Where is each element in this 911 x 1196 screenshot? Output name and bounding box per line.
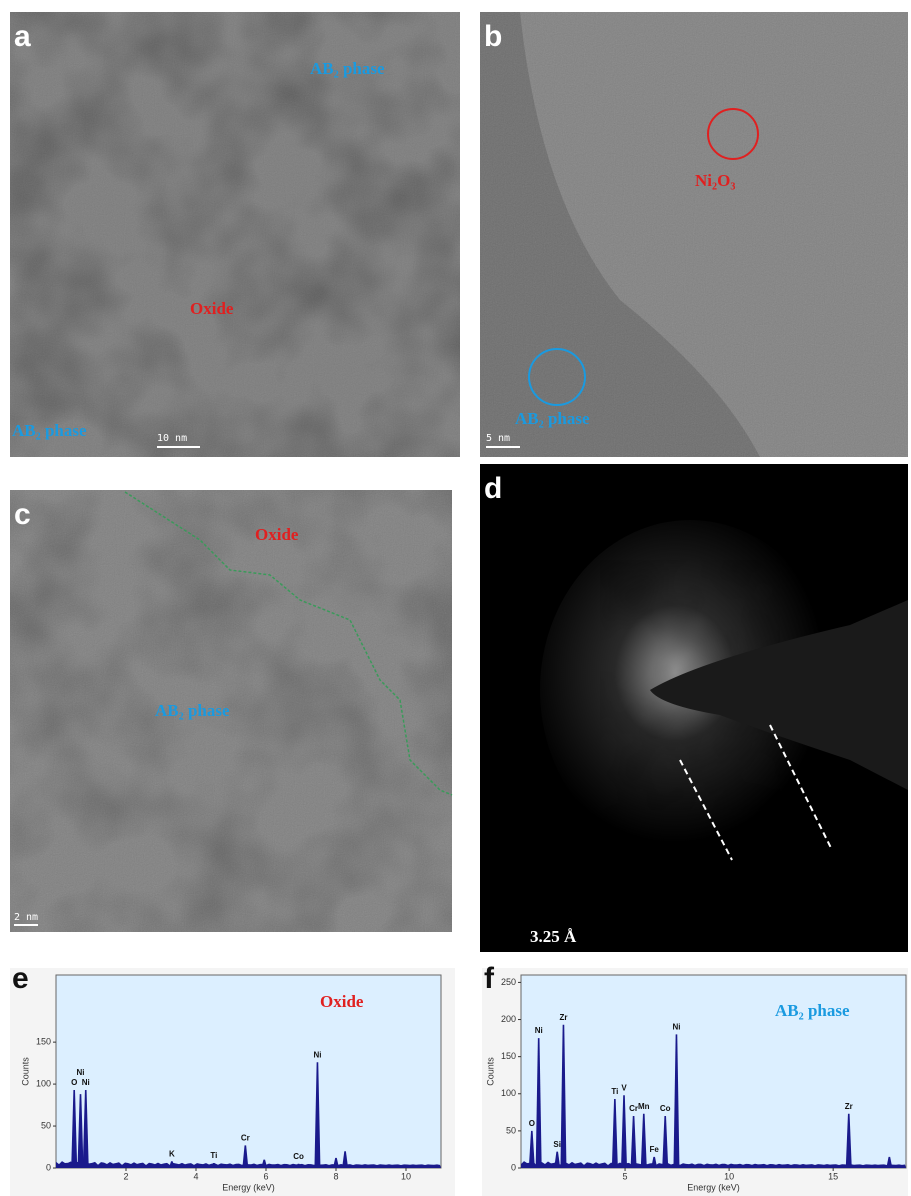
peak-label: V [621, 1083, 627, 1092]
peak-label: Ni [313, 1050, 321, 1059]
peak-label: Zr [559, 1013, 567, 1022]
x-axis-label: Energy (keV) [222, 1182, 275, 1192]
y-tick-label: 150 [36, 1037, 51, 1047]
scale-bar-label: 10 nm [157, 433, 187, 444]
figure: a AB₂ phase Oxide AB₂ phase 10 nm b Ni₂O₃ AB₂ p… [0, 0, 911, 1196]
y-axis-label: Counts [20, 1057, 30, 1086]
image-label: Oxide [255, 525, 299, 544]
panel-letter: b [484, 20, 502, 53]
y-tick-label: 200 [501, 1014, 516, 1024]
peak-label: Zr [845, 1102, 853, 1111]
y-tick-label: 100 [36, 1078, 51, 1088]
peak-label: Cr [241, 1133, 250, 1142]
spectrum-title: Oxide [320, 992, 364, 1011]
peak-label: Co [660, 1104, 671, 1113]
x-tick-label: 5 [623, 1171, 628, 1181]
x-tick-label: 4 [193, 1171, 198, 1181]
y-tick-label: 150 [501, 1051, 516, 1061]
y-tick-label: 100 [501, 1088, 516, 1098]
y-tick-label: 250 [501, 977, 516, 987]
x-tick-label: 15 [828, 1171, 838, 1181]
image-label: Ni₂O₃ [695, 171, 735, 190]
y-axis-label: Counts [485, 1057, 495, 1086]
y-tick-label: 50 [506, 1125, 516, 1135]
spectrum-letter: f [484, 962, 495, 995]
peak-label: Ti [210, 1151, 217, 1160]
peak-label: Fe [650, 1145, 660, 1154]
peak-label: O [529, 1119, 535, 1128]
panel-letter: c [14, 498, 31, 531]
peak-label: Si [553, 1140, 561, 1149]
tem-a [10, 12, 460, 457]
panel-letter: d [484, 472, 502, 505]
x-tick-label: 10 [724, 1171, 734, 1181]
tem-b [480, 12, 908, 457]
spectrum-letter: e [12, 962, 29, 995]
image-label: AB₂ phase [155, 701, 230, 720]
y-tick-label: 50 [41, 1120, 51, 1130]
peak-label: Ni [535, 1026, 543, 1035]
peak-label: Co [293, 1152, 304, 1161]
tem-c [10, 490, 452, 932]
y-tick-label: 0 [46, 1162, 51, 1172]
peak-label: Ni [82, 1078, 90, 1087]
scale-bar-label: 5 nm [486, 433, 510, 444]
panel-letter: a [14, 20, 31, 53]
x-tick-label: 10 [401, 1171, 411, 1181]
x-tick-label: 2 [123, 1171, 128, 1181]
spectrum-title: AB₂ phase [775, 1001, 850, 1020]
y-tick-label: 0 [511, 1162, 516, 1172]
image-label: AB₂ phase [12, 421, 87, 440]
diffraction-d [480, 464, 908, 952]
peak-label: K [169, 1149, 175, 1158]
x-tick-label: 6 [263, 1171, 268, 1181]
peak-label: Ti [611, 1087, 618, 1096]
peak-label: Ni [77, 1068, 85, 1077]
peak-label: Ni [672, 1022, 680, 1031]
image-label: 3.25 Å [530, 927, 577, 946]
image-label: AB₂ phase [310, 59, 385, 78]
x-tick-label: 8 [333, 1171, 338, 1181]
scale-bar-label: 2 nm [14, 912, 38, 923]
x-axis-label: Energy (keV) [687, 1182, 740, 1192]
image-label: Oxide [190, 299, 234, 318]
peak-label: Cr [629, 1104, 638, 1113]
peak-label: Mn [638, 1102, 650, 1111]
peak-label: O [71, 1078, 77, 1087]
image-label: AB₂ phase [515, 409, 590, 428]
